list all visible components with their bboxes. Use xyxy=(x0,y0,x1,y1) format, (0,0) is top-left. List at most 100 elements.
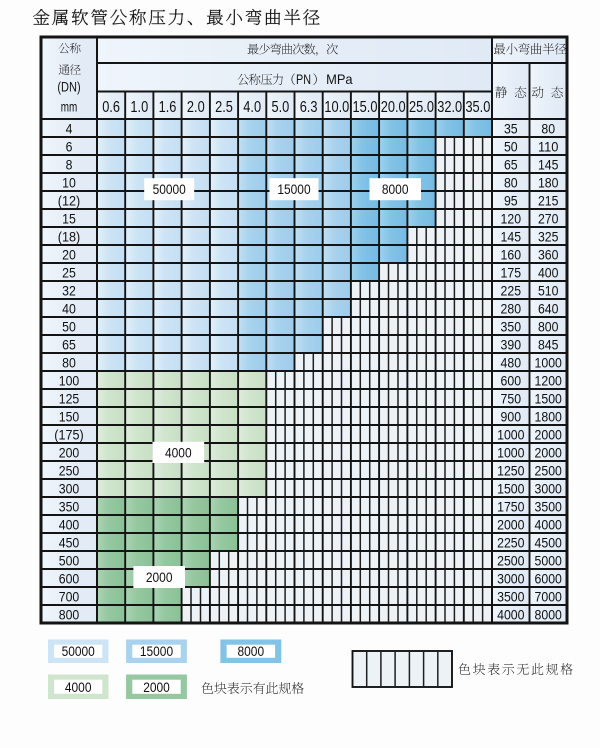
svg-text:800: 800 xyxy=(59,607,80,623)
svg-text:35.0: 35.0 xyxy=(465,99,490,116)
svg-text:50000: 50000 xyxy=(153,181,186,197)
svg-text:450: 450 xyxy=(59,535,80,551)
svg-text:600: 600 xyxy=(59,571,80,587)
svg-text:MPa: MPa xyxy=(326,71,353,87)
svg-text:2250: 2250 xyxy=(497,535,525,551)
svg-text:2000: 2000 xyxy=(143,679,170,695)
svg-text:mm: mm xyxy=(61,99,78,115)
svg-text:325: 325 xyxy=(538,229,559,245)
svg-text:2.0: 2.0 xyxy=(187,99,205,116)
svg-text:(DN): (DN) xyxy=(57,79,80,95)
svg-text:(18): (18) xyxy=(58,229,81,245)
svg-text:25.0: 25.0 xyxy=(409,99,434,116)
svg-text:500: 500 xyxy=(59,553,80,569)
svg-text:160: 160 xyxy=(501,247,522,263)
svg-text:(12): (12) xyxy=(58,193,81,209)
svg-text:2000: 2000 xyxy=(497,517,525,533)
svg-text:8000: 8000 xyxy=(382,181,409,197)
svg-text:15000: 15000 xyxy=(140,643,173,659)
svg-text:350: 350 xyxy=(501,319,522,335)
svg-text:3000: 3000 xyxy=(535,481,563,497)
svg-text:125: 125 xyxy=(59,391,80,407)
svg-text:1250: 1250 xyxy=(497,463,525,479)
svg-text:10.0: 10.0 xyxy=(324,99,349,116)
svg-text:0.6: 0.6 xyxy=(102,99,120,116)
svg-text:50: 50 xyxy=(504,139,518,155)
svg-text:250: 250 xyxy=(59,463,80,479)
svg-text:20: 20 xyxy=(62,247,76,263)
svg-text:2500: 2500 xyxy=(535,463,563,479)
svg-text:8000: 8000 xyxy=(238,643,265,659)
svg-text:700: 700 xyxy=(59,589,80,605)
svg-text:6.3: 6.3 xyxy=(300,99,318,116)
svg-text:95: 95 xyxy=(504,193,518,209)
svg-text:1.6: 1.6 xyxy=(159,99,177,116)
svg-text:4000: 4000 xyxy=(497,607,525,623)
svg-text:280: 280 xyxy=(501,301,522,317)
svg-text:480: 480 xyxy=(501,355,522,371)
svg-text:145: 145 xyxy=(538,157,559,173)
svg-text:1.0: 1.0 xyxy=(130,99,148,116)
svg-text:1200: 1200 xyxy=(535,373,563,389)
svg-text:845: 845 xyxy=(538,337,559,353)
svg-text:100: 100 xyxy=(59,373,80,389)
svg-text:600: 600 xyxy=(501,373,522,389)
svg-text:360: 360 xyxy=(538,247,559,263)
svg-text:350: 350 xyxy=(59,499,80,515)
svg-text:15.0: 15.0 xyxy=(353,99,378,116)
svg-text:7000: 7000 xyxy=(535,589,563,605)
svg-text:35: 35 xyxy=(504,121,518,137)
svg-text:2500: 2500 xyxy=(497,553,525,569)
svg-text:20.0: 20.0 xyxy=(381,99,406,116)
svg-text:145: 145 xyxy=(501,229,522,245)
svg-text:PN: PN xyxy=(296,71,311,87)
svg-text:15000: 15000 xyxy=(277,181,310,197)
svg-text:15: 15 xyxy=(62,211,76,227)
svg-text:215: 215 xyxy=(538,193,559,209)
svg-text:80: 80 xyxy=(62,355,76,371)
svg-text:400: 400 xyxy=(59,517,80,533)
svg-text:6: 6 xyxy=(66,139,73,155)
svg-text:4000: 4000 xyxy=(165,444,192,460)
svg-text:750: 750 xyxy=(501,391,522,407)
svg-text:4000: 4000 xyxy=(535,517,563,533)
svg-text:110: 110 xyxy=(538,139,559,155)
svg-text:200: 200 xyxy=(59,445,80,461)
svg-text:2000: 2000 xyxy=(535,427,563,443)
svg-text:40: 40 xyxy=(62,301,76,317)
svg-text:(175): (175) xyxy=(54,427,83,443)
svg-text:50: 50 xyxy=(62,319,76,335)
svg-text:120: 120 xyxy=(501,211,522,227)
svg-text:1500: 1500 xyxy=(535,391,563,407)
svg-text:1500: 1500 xyxy=(497,481,525,497)
svg-text:65: 65 xyxy=(62,337,76,353)
svg-text:1000: 1000 xyxy=(497,427,525,443)
svg-text:65: 65 xyxy=(504,157,518,173)
svg-text:1800: 1800 xyxy=(535,409,563,425)
svg-text:2000: 2000 xyxy=(535,445,563,461)
svg-text:225: 225 xyxy=(501,283,522,299)
svg-text:800: 800 xyxy=(538,319,559,335)
svg-text:1000: 1000 xyxy=(497,445,525,461)
svg-text:180: 180 xyxy=(538,175,559,191)
svg-text:3500: 3500 xyxy=(497,589,525,605)
svg-text:4500: 4500 xyxy=(535,535,563,551)
svg-text:1750: 1750 xyxy=(497,499,525,515)
svg-text:4.0: 4.0 xyxy=(243,99,261,116)
svg-text:900: 900 xyxy=(501,409,522,425)
svg-text:4000: 4000 xyxy=(65,679,92,695)
svg-text:25: 25 xyxy=(62,265,76,281)
svg-text:80: 80 xyxy=(541,121,555,137)
svg-text:1000: 1000 xyxy=(535,355,563,371)
svg-text:300: 300 xyxy=(59,481,80,497)
svg-text:6000: 6000 xyxy=(535,571,563,587)
svg-text:2000: 2000 xyxy=(146,569,173,585)
svg-text:150: 150 xyxy=(59,409,80,425)
svg-text:270: 270 xyxy=(538,211,559,227)
svg-text:8000: 8000 xyxy=(535,607,563,623)
svg-text:5000: 5000 xyxy=(535,553,563,569)
svg-text:10: 10 xyxy=(62,175,76,191)
svg-text:32.0: 32.0 xyxy=(437,99,462,116)
svg-text:80: 80 xyxy=(504,175,518,191)
svg-text:400: 400 xyxy=(538,265,559,281)
